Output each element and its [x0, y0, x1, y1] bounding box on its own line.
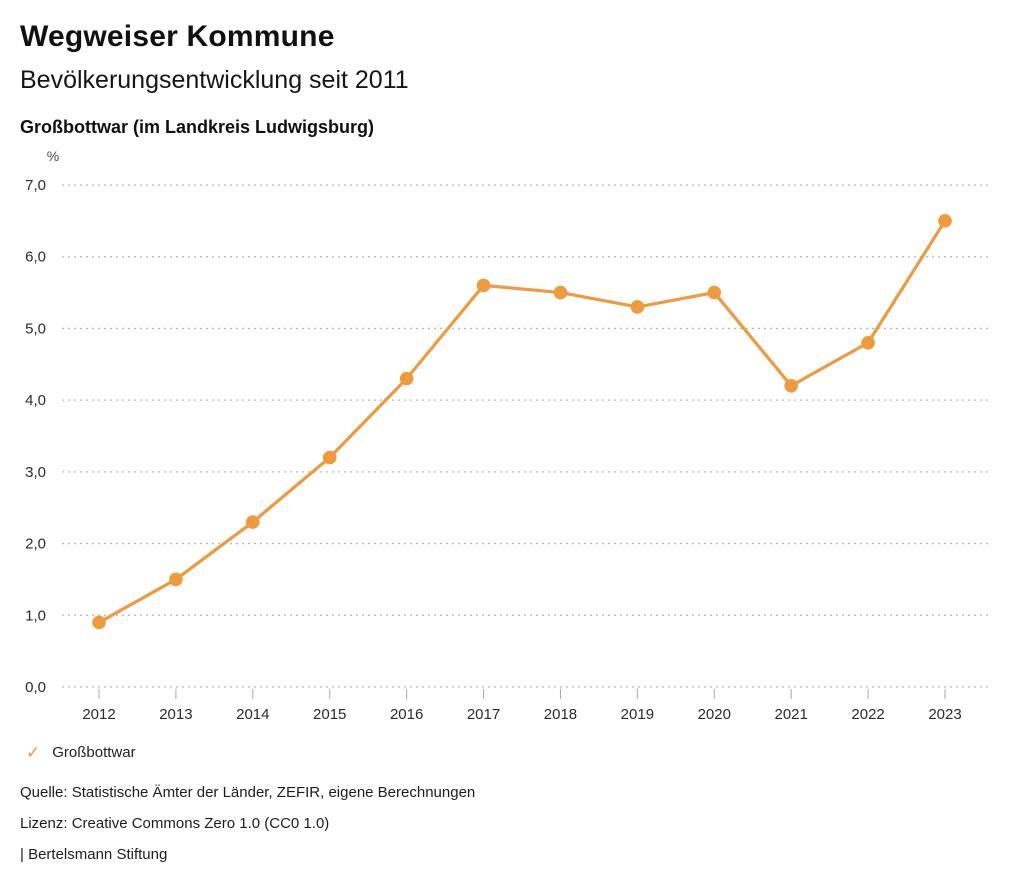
- x-tick-label: 2019: [621, 706, 654, 723]
- x-tick-label: 2022: [851, 706, 884, 723]
- license-note: Lizenz: Creative Commons Zero 1.0 (CC0 1…: [20, 815, 330, 832]
- y-tick-label: 7,0: [25, 177, 46, 194]
- x-tick-label: 2012: [82, 706, 115, 723]
- chart-title: Bevölkerungsentwicklung seit 2011: [20, 66, 409, 94]
- data-point: [92, 615, 106, 630]
- y-tick-label: 4,0: [25, 392, 46, 409]
- y-tick-label: 1,0: [25, 607, 46, 624]
- x-tick-label: 2015: [313, 706, 346, 723]
- check-icon: ✓: [26, 743, 41, 762]
- source-note: Quelle: Statistische Ämter der Länder, Z…: [20, 784, 476, 801]
- data-point: [861, 335, 875, 350]
- chart-region-subtitle: Großbottwar (im Landkreis Ludwigsburg): [20, 117, 375, 137]
- data-point: [630, 300, 645, 314]
- y-tick-label: 5,0: [25, 320, 46, 337]
- x-tick-label: 2013: [159, 706, 192, 723]
- x-tick-label: 2014: [236, 706, 269, 723]
- data-line: [98, 220, 947, 624]
- data-point: [399, 371, 414, 386]
- legend-item-grossbottwar[interactable]: ✓ Großbottwar: [26, 744, 136, 761]
- x-tick-label: 2021: [774, 706, 807, 723]
- x-tick-label: 2017: [467, 706, 500, 723]
- y-axis-unit-label: %: [47, 148, 59, 164]
- y-tick-label: 0,0: [25, 679, 46, 696]
- x-tick-label: 2023: [928, 706, 961, 723]
- data-point: [553, 285, 568, 300]
- data-point: [322, 450, 337, 465]
- x-tick-label: 2018: [544, 706, 577, 723]
- data-point: [938, 214, 952, 228]
- y-tick-label: 3,0: [25, 464, 46, 481]
- y-tick-label: 2,0: [25, 536, 46, 553]
- y-tick-label: 6,0: [25, 249, 46, 266]
- x-tick-label: 2016: [390, 706, 423, 723]
- legend-label: Großbottwar: [52, 744, 136, 761]
- data-point: [784, 379, 798, 393]
- data-point: [476, 278, 491, 293]
- attribution-note: | Bertelsmann Stiftung: [20, 846, 168, 863]
- app-title: Wegweiser Kommune: [20, 20, 335, 53]
- data-point: [246, 515, 260, 529]
- data-point: [707, 285, 722, 300]
- data-point: [169, 572, 183, 587]
- x-tick-label: 2020: [698, 706, 731, 723]
